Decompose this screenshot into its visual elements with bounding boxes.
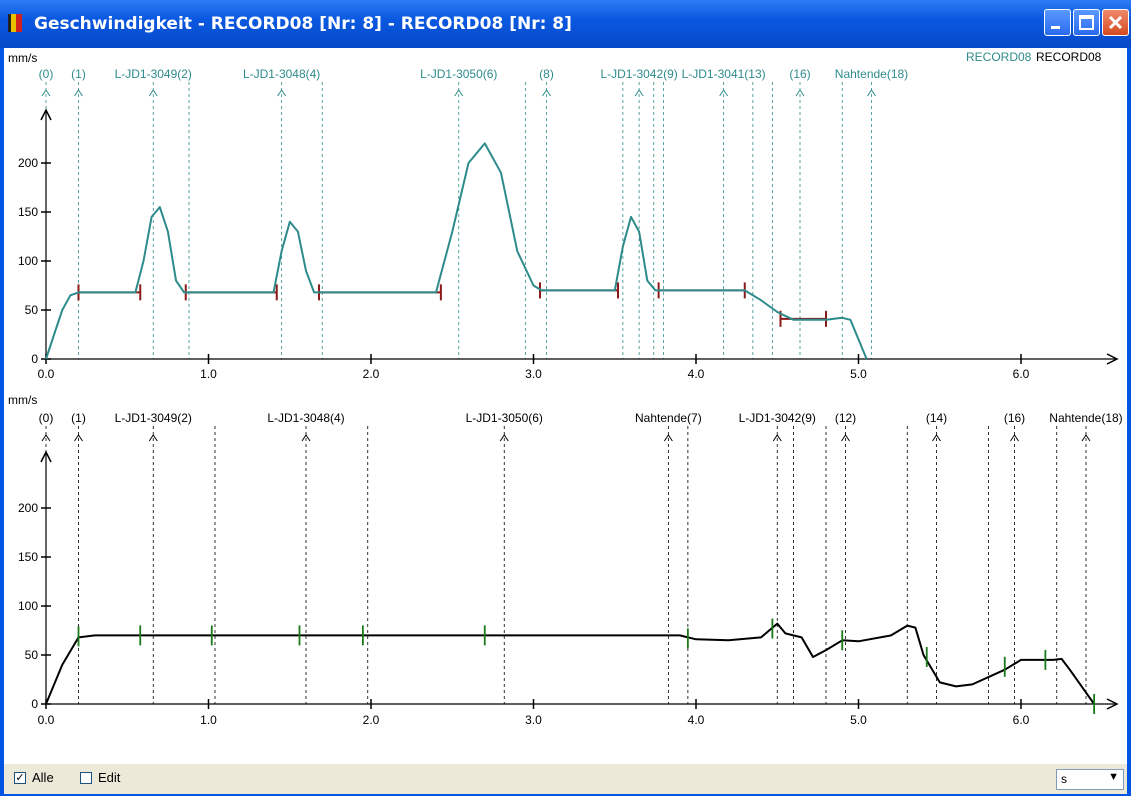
marker-label: L-JD1-3042(9) xyxy=(739,411,816,425)
marker-arrow-icon xyxy=(301,434,311,442)
marker-label: L-JD1-3050(6) xyxy=(420,67,497,81)
marker-label: Nahtende(18) xyxy=(835,67,908,81)
edit-label: Edit xyxy=(98,770,121,785)
marker-label: (0) xyxy=(39,411,54,425)
status-bar: ✓ Alle Edit s ▼ xyxy=(4,764,1127,794)
x-tick-label: 1.0 xyxy=(200,367,217,381)
y-tick-label: 150 xyxy=(18,205,38,219)
marker-arrow-icon xyxy=(148,434,158,442)
marker-label: L-JD1-3041(13) xyxy=(682,67,766,81)
x-tick-label: 0.0 xyxy=(38,367,55,381)
y-tick-label: 0 xyxy=(31,697,38,711)
maximize-button[interactable] xyxy=(1073,9,1100,36)
x-tick-label: 6.0 xyxy=(1013,367,1030,381)
marker-arrow-icon xyxy=(74,434,83,442)
series-line xyxy=(45,142,868,360)
marker-arrow-icon xyxy=(663,434,673,442)
marker-arrow-icon xyxy=(542,89,551,97)
x-tick-label: 1.0 xyxy=(200,713,217,727)
marker-label: Nahtende(7) xyxy=(635,411,702,425)
y-tick-label: 50 xyxy=(25,303,39,317)
marker-arrow-icon xyxy=(1081,434,1091,442)
marker-label: (1) xyxy=(71,411,86,425)
y-tick-label: 50 xyxy=(25,648,39,662)
marker-label: L-JD1-3048(4) xyxy=(243,67,320,81)
marker-arrow-icon xyxy=(772,434,782,442)
alle-label: Alle xyxy=(32,770,54,785)
marker-arrow-icon xyxy=(1010,434,1019,442)
marker-label: (8) xyxy=(539,67,554,81)
minimize-button[interactable] xyxy=(1044,9,1071,36)
marker-arrow-icon xyxy=(74,89,83,97)
marker-arrow-icon xyxy=(277,89,287,97)
y-tick-label: 100 xyxy=(18,599,38,613)
marker-label: (16) xyxy=(1004,411,1025,425)
marker-arrow-icon xyxy=(148,89,158,97)
y-tick-label: 200 xyxy=(18,501,38,515)
marker-label: L-JD1-3050(6) xyxy=(466,411,543,425)
marker-arrow-icon xyxy=(41,434,51,442)
close-icon xyxy=(1108,15,1123,30)
alle-checkbox[interactable]: ✓ xyxy=(14,772,26,784)
legend-entry: RECORD08 xyxy=(966,50,1032,64)
marker-arrow-icon xyxy=(932,434,941,442)
y-axis-arrow-icon xyxy=(40,450,52,463)
marker-label: (16) xyxy=(789,67,810,81)
marker-arrow-icon xyxy=(795,89,805,97)
legend-entry: RECORD08 xyxy=(1036,50,1102,64)
x-tick-label: 4.0 xyxy=(688,367,705,381)
marker-label: Nahtende(18) xyxy=(1049,411,1122,425)
x-tick-label: 2.0 xyxy=(363,713,380,727)
chart-area: RECORD08 RECORD08 mm/s (0) (1) L-JD1-3049(2) L… xyxy=(4,48,1127,764)
marker-label: L-JD1-3048(4) xyxy=(267,411,344,425)
x-axis-arrow-icon xyxy=(1106,353,1119,365)
marker-arrow-icon xyxy=(499,434,509,442)
y-tick-label: 0 xyxy=(31,352,38,366)
close-button[interactable] xyxy=(1102,9,1129,36)
unit-select[interactable]: s ▼ xyxy=(1056,769,1124,790)
title-bar[interactable]: Geschwindigkeit - RECORD08 [Nr: 8] - REC… xyxy=(0,0,1131,48)
y-axis-label: mm/s xyxy=(8,393,37,407)
marker-label: L-JD1-3049(2) xyxy=(115,411,192,425)
marker-label: L-JD1-3049(2) xyxy=(115,67,192,81)
x-tick-label: 3.0 xyxy=(525,713,542,727)
y-axis-arrow-icon xyxy=(40,108,52,121)
x-tick-label: 5.0 xyxy=(850,367,867,381)
window-title: Geschwindigkeit - RECORD08 [Nr: 8] - REC… xyxy=(34,14,572,34)
check-icon: ✓ xyxy=(15,772,25,784)
marker-arrow-icon xyxy=(719,89,729,97)
minimize-icon xyxy=(1051,26,1060,29)
app-icon xyxy=(8,14,22,32)
x-axis-arrow-icon xyxy=(1106,698,1119,710)
x-tick-label: 4.0 xyxy=(688,713,705,727)
marker-arrow-icon xyxy=(841,434,850,442)
marker-arrow-icon xyxy=(454,89,464,97)
marker-arrow-icon xyxy=(634,89,644,97)
y-tick-label: 100 xyxy=(18,254,38,268)
x-tick-label: 2.0 xyxy=(363,367,380,381)
x-tick-label: 6.0 xyxy=(1013,713,1030,727)
x-tick-label: 5.0 xyxy=(850,713,867,727)
unit-select-value: s xyxy=(1061,772,1067,786)
x-tick-label: 3.0 xyxy=(525,367,542,381)
marker-label: (0) xyxy=(39,67,54,81)
marker-label: L-JD1-3042(9) xyxy=(600,67,677,81)
marker-arrow-icon xyxy=(41,89,51,97)
marker-arrow-icon xyxy=(867,89,876,97)
y-tick-label: 200 xyxy=(18,156,38,170)
y-tick-label: 150 xyxy=(18,550,38,564)
marker-label: (14) xyxy=(926,411,947,425)
marker-label: (1) xyxy=(71,67,86,81)
y-axis-label: mm/s xyxy=(8,51,37,65)
x-tick-label: 0.0 xyxy=(38,713,55,727)
chevron-down-icon: ▼ xyxy=(1108,771,1119,783)
marker-label: (12) xyxy=(835,411,856,425)
maximize-icon xyxy=(1079,15,1094,30)
edit-checkbox[interactable] xyxy=(80,772,92,784)
